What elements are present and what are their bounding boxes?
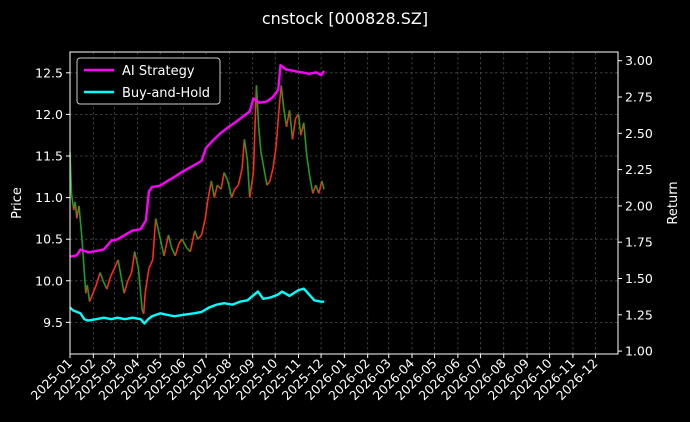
price-segment (278, 85, 283, 111)
y-right-tick-label: 2.25 (625, 162, 653, 177)
price-segment (210, 180, 216, 198)
price-segment (230, 189, 236, 198)
series-line-buy-and-hold (69, 287, 325, 325)
price-segment (83, 272, 87, 294)
price-segment (243, 139, 249, 161)
price-segment (263, 168, 268, 186)
price-segment (163, 234, 170, 256)
price-segment (194, 230, 199, 240)
price-segment (79, 222, 83, 240)
price-segment (280, 85, 285, 107)
price-segment (200, 218, 207, 236)
y-left-tick-label: 9.5 (43, 315, 63, 330)
price-segment (86, 284, 91, 302)
price-segment (206, 180, 213, 202)
price-segment (213, 184, 219, 198)
price-segment (234, 184, 239, 190)
price-segment (223, 172, 229, 182)
price-segment (315, 184, 320, 194)
price-segment (257, 126, 262, 152)
price-segment (130, 251, 136, 273)
series-line-ai-strategy (69, 63, 326, 258)
price-segment (297, 114, 302, 136)
price-segment (81, 239, 86, 273)
price-segment (255, 85, 260, 127)
y-axis-left-label: Price (10, 187, 25, 219)
price-segment (197, 234, 203, 240)
price-segment (142, 293, 146, 315)
price-segment (167, 234, 173, 248)
y-left-tick-label: 11.5 (35, 148, 63, 163)
price-segment (227, 180, 233, 198)
price-segment (95, 272, 101, 286)
price-segment (266, 180, 271, 186)
price-segment (148, 259, 154, 269)
price-segment (137, 268, 143, 310)
price-segment (117, 259, 122, 277)
price-segment (248, 172, 255, 198)
y-right-tick-label: 1.75 (625, 235, 653, 250)
legend-label-ai-strategy: AI Strategy (122, 64, 195, 79)
price-segment (123, 280, 129, 294)
price-segment (106, 276, 112, 290)
price-segment (127, 272, 133, 282)
y-right-tick-label: 2.75 (625, 90, 653, 105)
y-left-tick-label: 12.5 (35, 65, 63, 80)
price-segment (260, 151, 265, 169)
price-segment (269, 168, 274, 182)
price-segment (302, 122, 308, 157)
y-axis-right-label: Return (666, 181, 681, 224)
price-segment (158, 234, 165, 256)
y-left-tick-label: 10.5 (35, 232, 63, 247)
legend: AI Strategy Buy-and-Hold (76, 57, 221, 105)
price-segment (181, 238, 188, 248)
price-segment (109, 267, 116, 277)
y-left-tick-label: 10.0 (35, 273, 63, 288)
price-segment (312, 184, 317, 194)
price-segment (241, 139, 246, 169)
price-segment (272, 147, 277, 169)
price-segment (318, 180, 323, 194)
price-segment (70, 193, 75, 211)
price-segment (246, 160, 251, 198)
price-segment (120, 276, 125, 294)
chart-title: cnstock [000828.SZ] (262, 9, 428, 28)
price-segment (154, 218, 161, 236)
price-segment (288, 110, 294, 140)
price-segment (151, 218, 157, 261)
price-segment (309, 176, 314, 194)
price-segment (282, 105, 288, 127)
price-segment (321, 180, 325, 190)
y-right-tick-label: 1.25 (625, 307, 653, 322)
price-segment (88, 284, 98, 302)
y-left-tick-label: 12.0 (35, 107, 63, 122)
price-segment (102, 280, 108, 290)
price-segment (170, 247, 176, 257)
y-right-tick-label: 3.00 (625, 53, 653, 68)
price-segment (305, 155, 311, 177)
y-right-tick-label: 1.50 (625, 271, 653, 286)
price-segment (174, 243, 180, 257)
price-segment (237, 168, 243, 186)
y-right-tick-label: 2.00 (625, 198, 653, 213)
price-segment (144, 268, 150, 294)
price-segment (113, 259, 119, 269)
price-segment (275, 110, 280, 148)
price-segment (220, 172, 225, 190)
price-segment (133, 251, 140, 269)
legend-label-buy-and-hold: Buy-and-Hold (122, 86, 210, 101)
price-segment (189, 230, 196, 252)
y-right-tick-label: 2.50 (625, 126, 653, 141)
y-right-tick-label: 1.00 (625, 344, 653, 359)
price-segment (78, 205, 82, 223)
price-segment (204, 201, 209, 219)
price-segment (291, 118, 297, 140)
price-segment (99, 272, 104, 282)
y-left-tick-label: 11.0 (35, 190, 63, 205)
